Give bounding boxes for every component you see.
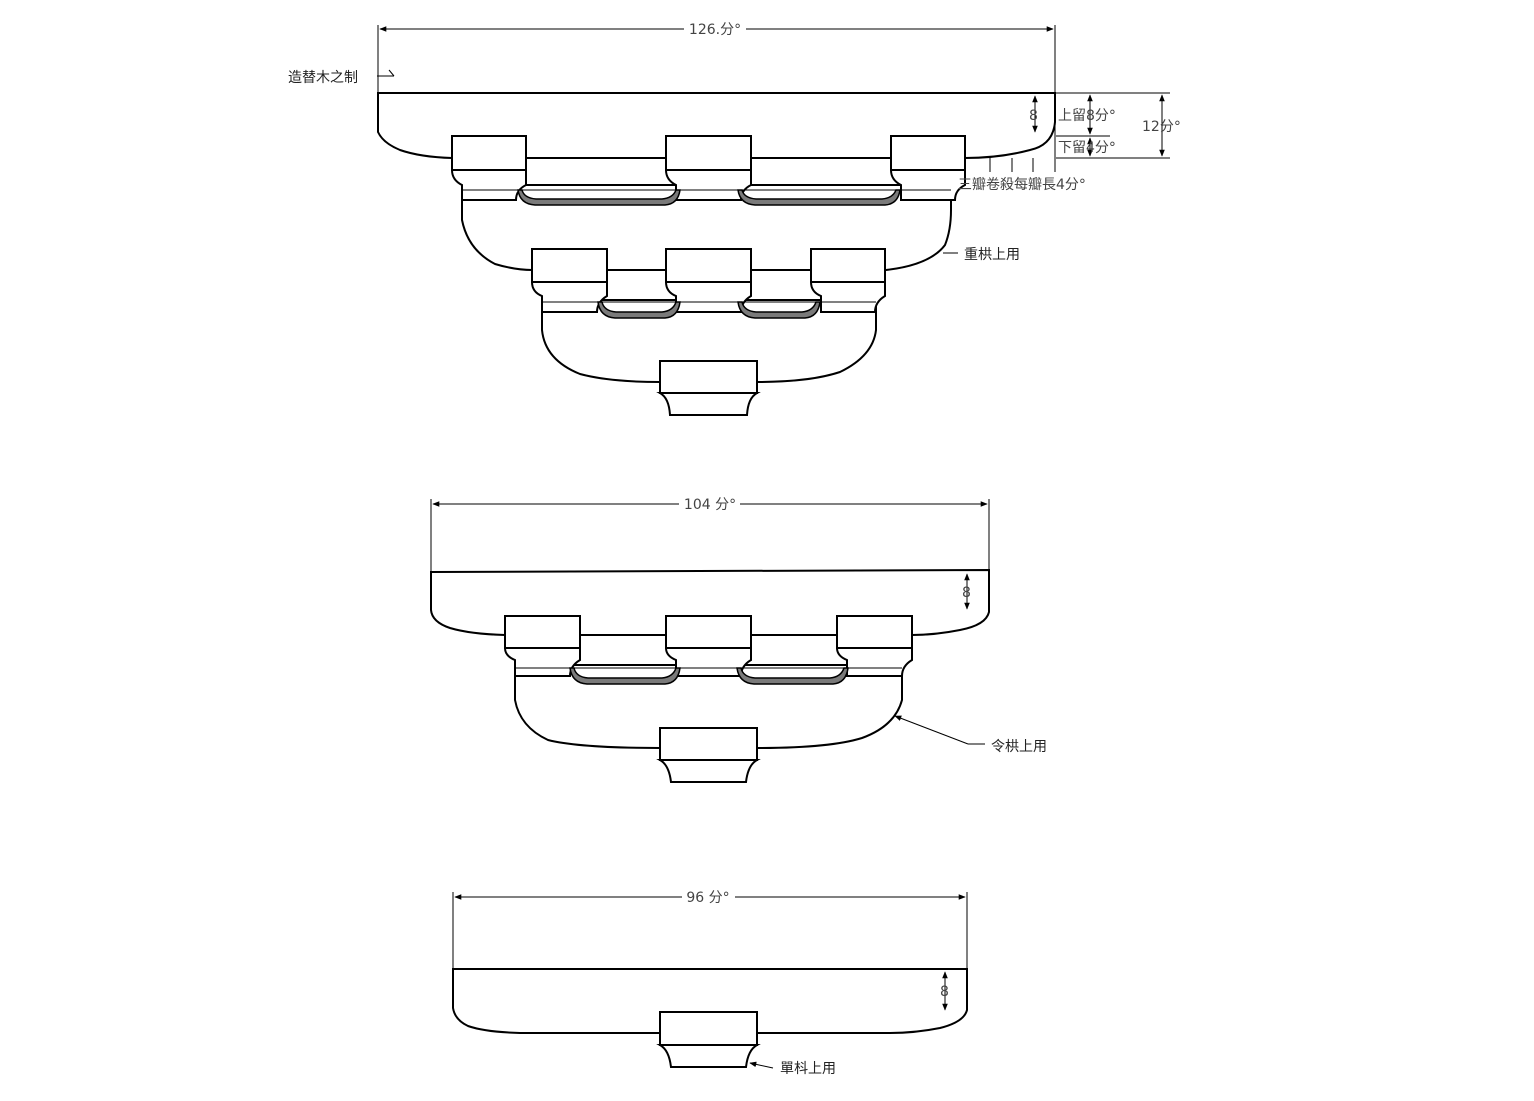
main-beam [452,968,968,1034]
bottom-block-top [659,727,758,761]
usage-label: 單枓上用 [780,1061,836,1077]
usage-leader [749,1061,774,1069]
block-mid-left [531,248,608,283]
block-center [665,615,752,649]
upper-label: 上留8分° [1058,108,1116,124]
height-label: 8 [962,585,971,601]
width-label: 126.分° [689,22,741,38]
bottom-block-base [656,1044,761,1068]
figure-3: 96 分° 8 單枓上用 [452,890,968,1077]
block-right [836,615,913,649]
total-label: 12分° [1142,119,1181,135]
block-mid-center [665,248,752,283]
block-left [504,615,581,649]
height-label: 8 [940,984,949,1000]
figure-1: 126.分° 造替木之制 [288,22,1181,416]
figure-2: 104 分° 8 令栱上用 [430,497,1047,783]
usage-leader [894,715,969,745]
width-label: 104 分° [684,497,736,513]
note-leader-tick [388,69,395,77]
block-top-middle [665,135,752,171]
middle-blocks [530,248,886,313]
roll-note: 三瓣卷殺每瓣長4分° [958,177,1086,193]
top-blocks [450,135,966,201]
lower-label: 下留4分° [1058,140,1116,156]
bottom-block-top [659,360,758,394]
block-top-right [890,135,966,171]
bottom-block-top [659,1011,758,1046]
block-top-left [451,135,527,171]
usage-label: 重栱上用 [964,247,1020,263]
bottom-block-base [656,759,761,783]
height-label: 8 [1029,108,1038,124]
bottom-block-base [656,392,761,416]
title-note: 造替木之制 [288,70,358,86]
block-mid-right [810,248,886,283]
usage-label: 令栱上用 [991,739,1047,755]
width-label: 96 分° [686,890,729,906]
